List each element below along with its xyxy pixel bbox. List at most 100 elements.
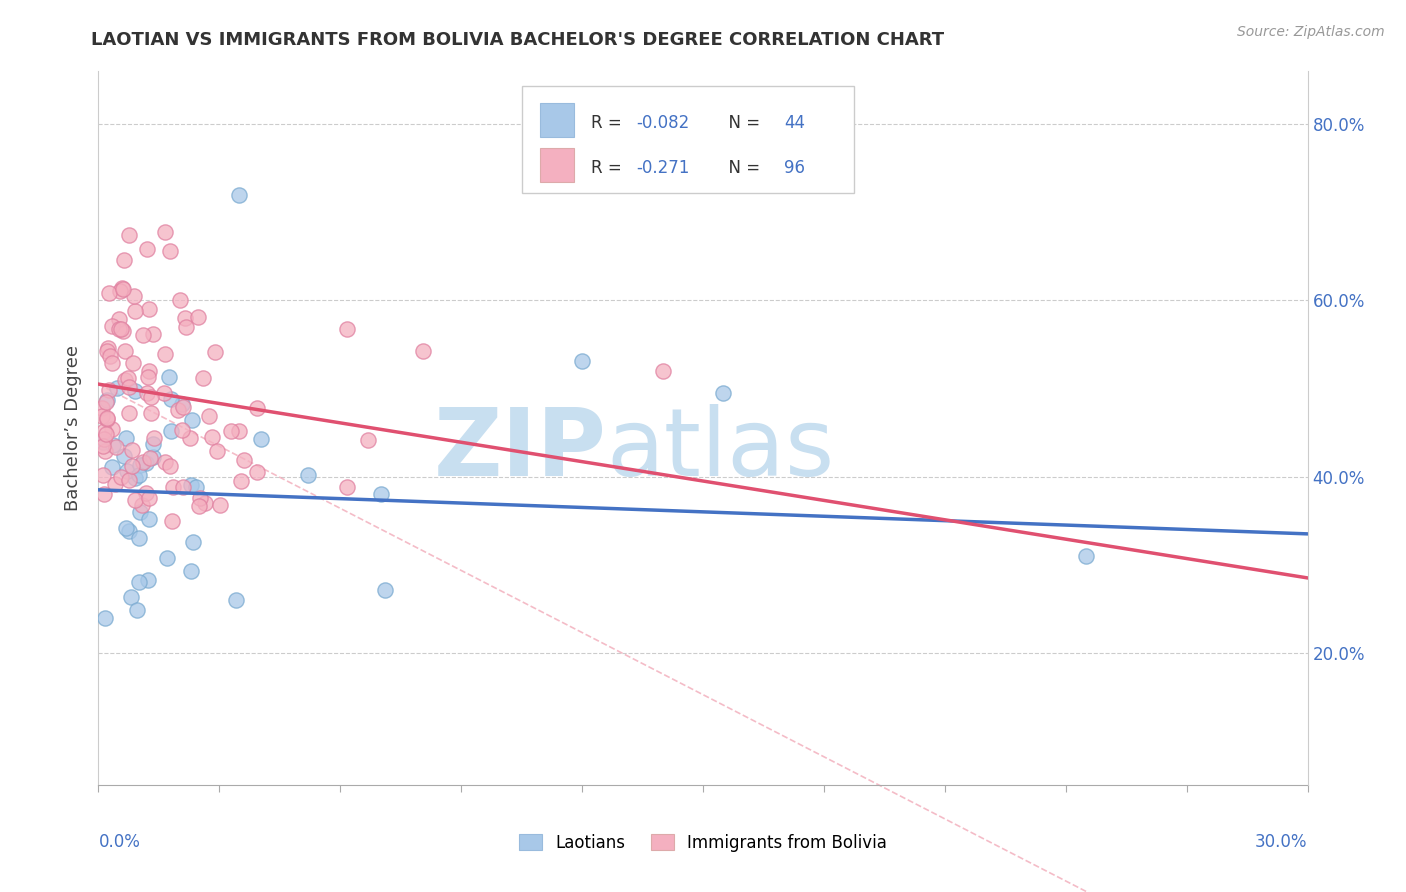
Point [157, 370, 180, 384]
Point [246, 465, 269, 479]
Point [94, 443, 117, 458]
Point [136, 242, 159, 256]
Point [142, 431, 165, 445]
Point [91, 401, 114, 415]
Point [228, 424, 250, 438]
Point [174, 310, 197, 325]
Point [127, 603, 149, 617]
Point [232, 453, 254, 467]
Point [204, 345, 226, 359]
Point [97, 341, 120, 355]
Point [184, 480, 207, 494]
Point [188, 500, 211, 514]
Point [101, 438, 124, 452]
Point [122, 289, 145, 303]
Point [136, 386, 159, 401]
Point [110, 469, 132, 483]
Point [115, 464, 138, 478]
Point [124, 471, 146, 485]
Text: R =: R = [591, 159, 627, 177]
Point [122, 356, 145, 370]
Point [166, 403, 188, 417]
Point [142, 327, 165, 342]
Text: Source: ZipAtlas.com: Source: ZipAtlas.com [1237, 25, 1385, 39]
Point [153, 347, 176, 361]
Point [336, 321, 359, 335]
Point [153, 225, 176, 239]
Text: atlas: atlas [606, 403, 835, 496]
Point [112, 449, 135, 463]
Point [112, 324, 135, 338]
Point [128, 531, 150, 545]
Point [96, 426, 118, 441]
Point [93, 432, 115, 446]
Point [124, 492, 146, 507]
Point [120, 590, 142, 604]
Point [131, 498, 153, 512]
Text: N =: N = [717, 114, 765, 132]
Point [198, 409, 221, 423]
Point [118, 406, 141, 420]
Point [228, 187, 250, 202]
Point [194, 495, 217, 509]
Text: -0.271: -0.271 [637, 159, 690, 177]
Point [91, 409, 114, 423]
Point [101, 318, 124, 333]
Point [93, 425, 115, 439]
Bar [540, 148, 574, 182]
Point [246, 401, 269, 415]
Point [93, 439, 115, 453]
Text: R =: R = [591, 114, 627, 132]
Point [101, 356, 124, 370]
Point [114, 373, 136, 387]
Point [297, 468, 319, 483]
Point [138, 302, 160, 317]
Point [138, 369, 160, 384]
Point [135, 486, 157, 500]
Point [160, 392, 183, 407]
Point [180, 477, 202, 491]
Point [356, 433, 378, 447]
Text: 96: 96 [785, 159, 806, 177]
Point [169, 293, 191, 307]
Point [651, 364, 673, 378]
Point [153, 455, 176, 469]
Point [132, 328, 155, 343]
Point [160, 514, 183, 528]
Point [105, 381, 128, 395]
Point [112, 282, 135, 296]
Point [142, 450, 165, 464]
Point [142, 436, 165, 450]
Text: LAOTIAN VS IMMIGRANTS FROM BOLIVIA BACHELOR'S DEGREE CORRELATION CHART: LAOTIAN VS IMMIGRANTS FROM BOLIVIA BACHE… [91, 31, 945, 49]
Point [98, 383, 121, 397]
Point [115, 520, 138, 534]
Point [172, 423, 194, 437]
Point [219, 424, 242, 438]
Text: ZIP: ZIP [433, 403, 606, 496]
Point [201, 430, 224, 444]
Point [101, 422, 124, 436]
Point [172, 480, 194, 494]
Point [138, 491, 160, 505]
Bar [540, 103, 574, 137]
Text: -0.082: -0.082 [637, 114, 690, 132]
Point [229, 474, 252, 488]
Point [108, 312, 131, 326]
Text: 0.0%: 0.0% [98, 833, 141, 852]
Point [174, 319, 197, 334]
Point [162, 480, 184, 494]
Point [139, 406, 162, 420]
Point [93, 487, 115, 501]
Point [124, 304, 146, 318]
Point [118, 228, 141, 243]
Point [118, 380, 141, 394]
FancyBboxPatch shape [522, 86, 855, 193]
Point [117, 371, 139, 385]
Point [104, 477, 127, 491]
Point [159, 459, 181, 474]
Point [370, 487, 392, 501]
Point [141, 390, 163, 404]
Point [208, 499, 231, 513]
Point [191, 371, 214, 385]
Point [181, 534, 204, 549]
